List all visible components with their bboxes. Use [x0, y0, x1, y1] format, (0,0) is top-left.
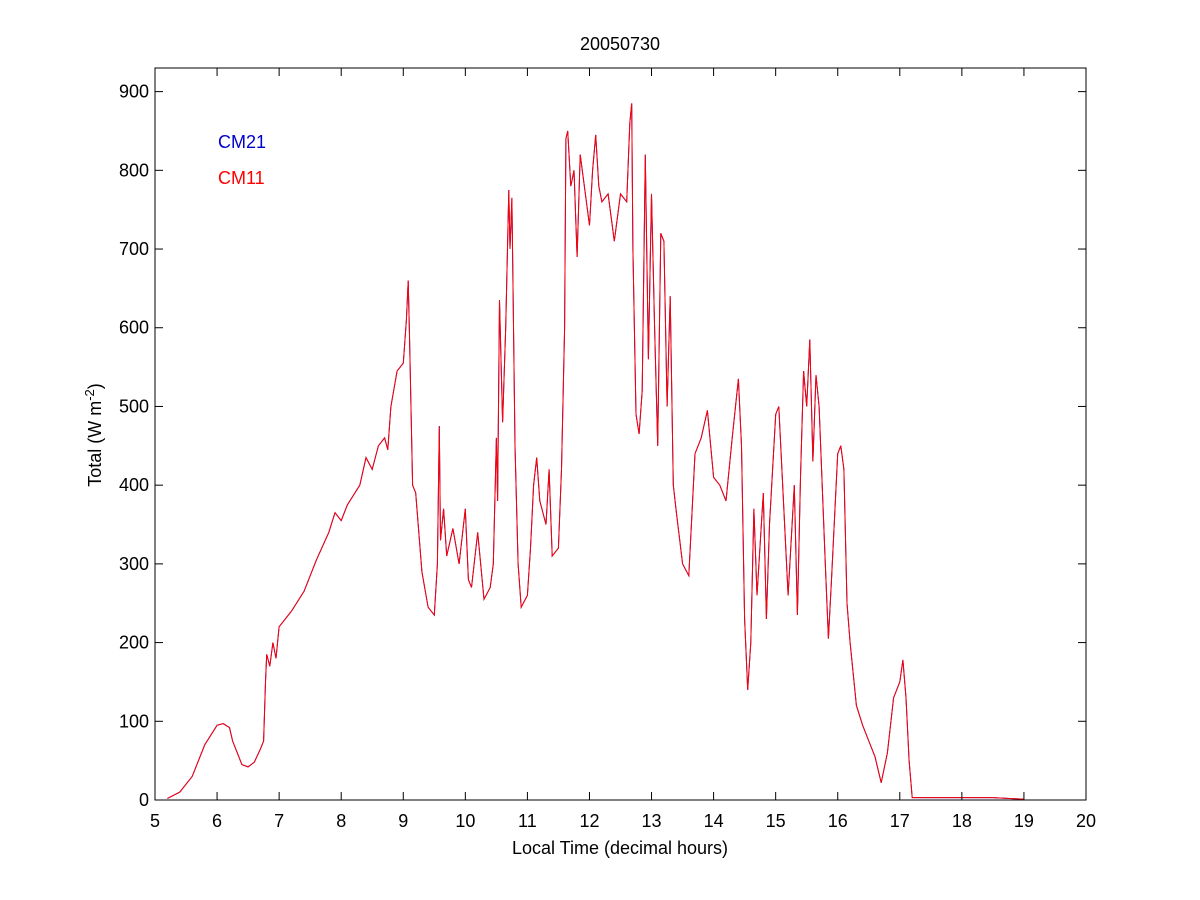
x-tick-label: 6 — [212, 811, 222, 831]
x-tick-label: 8 — [336, 811, 346, 831]
y-tick-label: 600 — [119, 318, 149, 338]
x-axis-label: Local Time (decimal hours) — [512, 838, 728, 858]
y-tick-label: 100 — [119, 711, 149, 731]
y-tick-label: 300 — [119, 554, 149, 574]
x-tick-label: 11 — [518, 811, 537, 831]
y-label-text: Total (W m — [85, 401, 105, 487]
x-tick-label: 13 — [642, 811, 662, 831]
y-axis-label: Total (W m-2) — [82, 383, 105, 487]
x-tick-label: 19 — [1014, 811, 1034, 831]
x-tick-label: 10 — [455, 811, 475, 831]
legend-entry: CM21 — [218, 132, 266, 152]
y-tick-label: 400 — [119, 475, 149, 495]
x-tick-label: 17 — [890, 811, 910, 831]
y-label-superscript: -2 — [82, 389, 97, 401]
data-line — [167, 103, 1024, 800]
legend-entry: CM11 — [218, 168, 265, 188]
y-tick-label: 900 — [119, 82, 149, 102]
x-tick-label: 12 — [579, 811, 599, 831]
y-tick-label: 0 — [139, 790, 149, 810]
x-tick-label: 5 — [150, 811, 160, 831]
y-label-suffix: ) — [85, 383, 105, 389]
y-tick-label: 700 — [119, 239, 149, 259]
y-tick-label: 800 — [119, 160, 149, 180]
x-tick-label: 7 — [274, 811, 284, 831]
x-tick-label: 15 — [766, 811, 786, 831]
chart-title: 20050730 — [580, 34, 660, 54]
y-tick-label: 500 — [119, 396, 149, 416]
y-tick-label: 200 — [119, 633, 149, 653]
x-tick-label: 14 — [704, 811, 724, 831]
x-tick-label: 20 — [1076, 811, 1096, 831]
x-tick-label: 18 — [952, 811, 972, 831]
plot-frame — [154, 67, 1087, 801]
x-tick-label: 16 — [828, 811, 848, 831]
x-tick-label: 9 — [398, 811, 408, 831]
